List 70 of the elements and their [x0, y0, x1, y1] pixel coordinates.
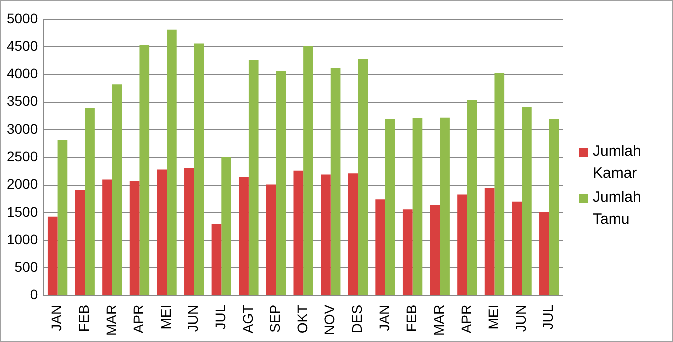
bar: [348, 174, 358, 296]
bar: [430, 205, 440, 296]
bar: [412, 118, 423, 296]
bar: [304, 46, 314, 296]
x-tick-label: SEP: [267, 304, 284, 333]
x-tick-label: MEI: [158, 304, 174, 330]
x-tick-label: MAR: [103, 304, 120, 336]
legend-label: Jumlah Tamu: [593, 188, 642, 230]
bar: [549, 119, 560, 296]
x-tick-label: JAN: [376, 304, 392, 332]
bar: [330, 68, 341, 296]
bar: [358, 59, 368, 296]
x-tick-label: JUL: [212, 304, 229, 330]
bar: [102, 180, 112, 296]
bar: [167, 30, 177, 296]
bar: [458, 194, 468, 296]
y-tick-label: 3000: [6, 120, 38, 137]
y-tick-label: 1500: [6, 204, 38, 220]
bar: [467, 100, 478, 296]
bar: [276, 71, 286, 296]
bar: [266, 184, 276, 296]
x-tick-label: JUL: [540, 304, 556, 330]
bar: [157, 170, 168, 296]
y-tick-label: 3500: [6, 93, 38, 110]
x-tick-label: AGT: [240, 304, 256, 334]
bar: [112, 84, 122, 296]
x-tick-label: JUN: [512, 304, 529, 332]
y-tick-label: 2500: [6, 148, 38, 165]
bar: [540, 212, 550, 296]
bar: [48, 216, 58, 296]
x-tick-label: FEB: [76, 304, 92, 332]
x-tick-label: NOV: [322, 304, 338, 336]
bar: [194, 44, 204, 296]
bar: [248, 60, 259, 296]
legend-label: Jumlah Kamar: [593, 142, 642, 184]
x-tick-label: OKT: [294, 304, 310, 334]
x-tick-label: JUN: [185, 304, 202, 332]
bar: [294, 170, 304, 296]
bar: [75, 190, 86, 296]
y-tick-label: 2000: [6, 176, 38, 192]
bar: [321, 174, 331, 296]
bar: [58, 140, 68, 296]
bar: [494, 73, 505, 296]
bar: [402, 210, 413, 296]
bar: [512, 202, 522, 296]
x-tick-label: FEB: [404, 304, 420, 332]
x-tick-label: APR: [130, 304, 147, 334]
bar: [440, 118, 450, 296]
x-tick-label: MAR: [430, 304, 447, 336]
bar: [212, 224, 222, 296]
bar: [385, 119, 396, 296]
bar: [130, 181, 140, 296]
y-tick-label: 0: [30, 286, 38, 303]
x-tick-label: DES: [349, 304, 366, 334]
bar: [85, 108, 95, 296]
x-tick-label: APR: [458, 304, 474, 334]
bar: [522, 107, 532, 296]
bar: [376, 200, 386, 296]
y-tick-label: 500: [14, 259, 38, 276]
bar: [222, 157, 232, 296]
bar: [140, 45, 150, 296]
y-tick-label: 5000: [6, 10, 38, 26]
y-tick-label: 4000: [6, 66, 38, 82]
x-tick-label: JAN: [48, 304, 65, 332]
bar: [484, 188, 495, 296]
y-tick-label: 4500: [6, 38, 38, 54]
bar: [239, 178, 249, 296]
y-tick-label: 1000: [6, 231, 38, 248]
bar: [184, 168, 194, 296]
x-tick-label: MEI: [486, 304, 502, 330]
